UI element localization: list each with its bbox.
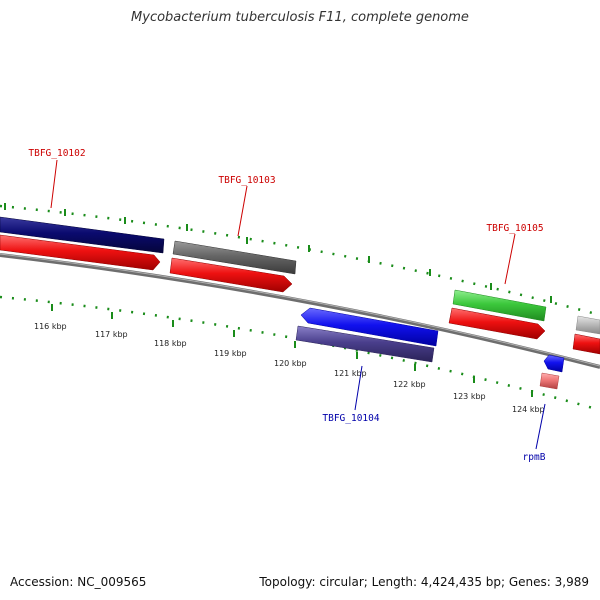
scale-label: 124 kbp xyxy=(512,405,545,414)
scale-label: 116 kbp xyxy=(34,322,67,331)
label-leader xyxy=(504,233,516,285)
scale-label: 122 kbp xyxy=(393,380,426,389)
label-leader xyxy=(237,185,248,237)
upper-scale-track xyxy=(0,203,600,317)
gene-feature-rpmb[interactable] xyxy=(543,354,565,373)
cds-feature-rpmb[interactable] xyxy=(539,372,560,390)
scale-label: 119 kbp xyxy=(214,349,247,358)
genome-backbone xyxy=(0,253,600,369)
gene-label-tbfg-10102[interactable]: TBFG_10102 xyxy=(28,148,85,159)
scale-label: 123 kbp xyxy=(453,392,486,401)
lower-scale-track xyxy=(0,295,600,412)
gene-feature-tbfg-10102[interactable] xyxy=(0,216,165,254)
cds-feature-next[interactable] xyxy=(572,333,600,355)
cds-feature-tbfg-10103[interactable] xyxy=(169,257,293,293)
scale-label: 117 kbp xyxy=(95,330,128,339)
label-leader xyxy=(50,159,58,209)
gene-label-tbfg-10104[interactable]: TBFG_10104 xyxy=(322,413,379,424)
gene-label-tbfg-10103[interactable]: TBFG_10103 xyxy=(218,175,275,186)
map-title: Mycobacterium tuberculosis F11, complete… xyxy=(131,10,469,25)
scale-label: 121 kbp xyxy=(334,369,367,378)
accession-text: Accession: NC_009565 xyxy=(10,575,147,589)
cds-feature-tbfg-10105[interactable] xyxy=(448,307,546,340)
gene-label-rpmb[interactable]: rpmB xyxy=(523,452,546,463)
cds-feature-tbfg-10104[interactable] xyxy=(295,325,435,363)
label-leader xyxy=(535,403,546,450)
genome-stats-text: Topology: circular; Length: 4,424,435 bp… xyxy=(259,575,589,589)
cds-feature-tbfg-10102[interactable] xyxy=(0,234,161,271)
gene-feature-next[interactable] xyxy=(575,315,600,335)
gene-feature-tbfg-10105[interactable] xyxy=(452,289,547,322)
gene-feature-tbfg-10103[interactable] xyxy=(172,240,297,275)
lower-scale-dots xyxy=(0,295,600,412)
label-leader xyxy=(354,365,363,411)
genome-backbone-highlight xyxy=(0,253,600,367)
scale-label: 120 kbp xyxy=(274,359,307,368)
upper-scale-dots xyxy=(0,204,600,317)
gene-label-tbfg-10105[interactable]: TBFG_10105 xyxy=(486,223,543,234)
gene-feature-tbfg-10104[interactable] xyxy=(300,307,439,347)
scale-label: 118 kbp xyxy=(154,339,187,348)
